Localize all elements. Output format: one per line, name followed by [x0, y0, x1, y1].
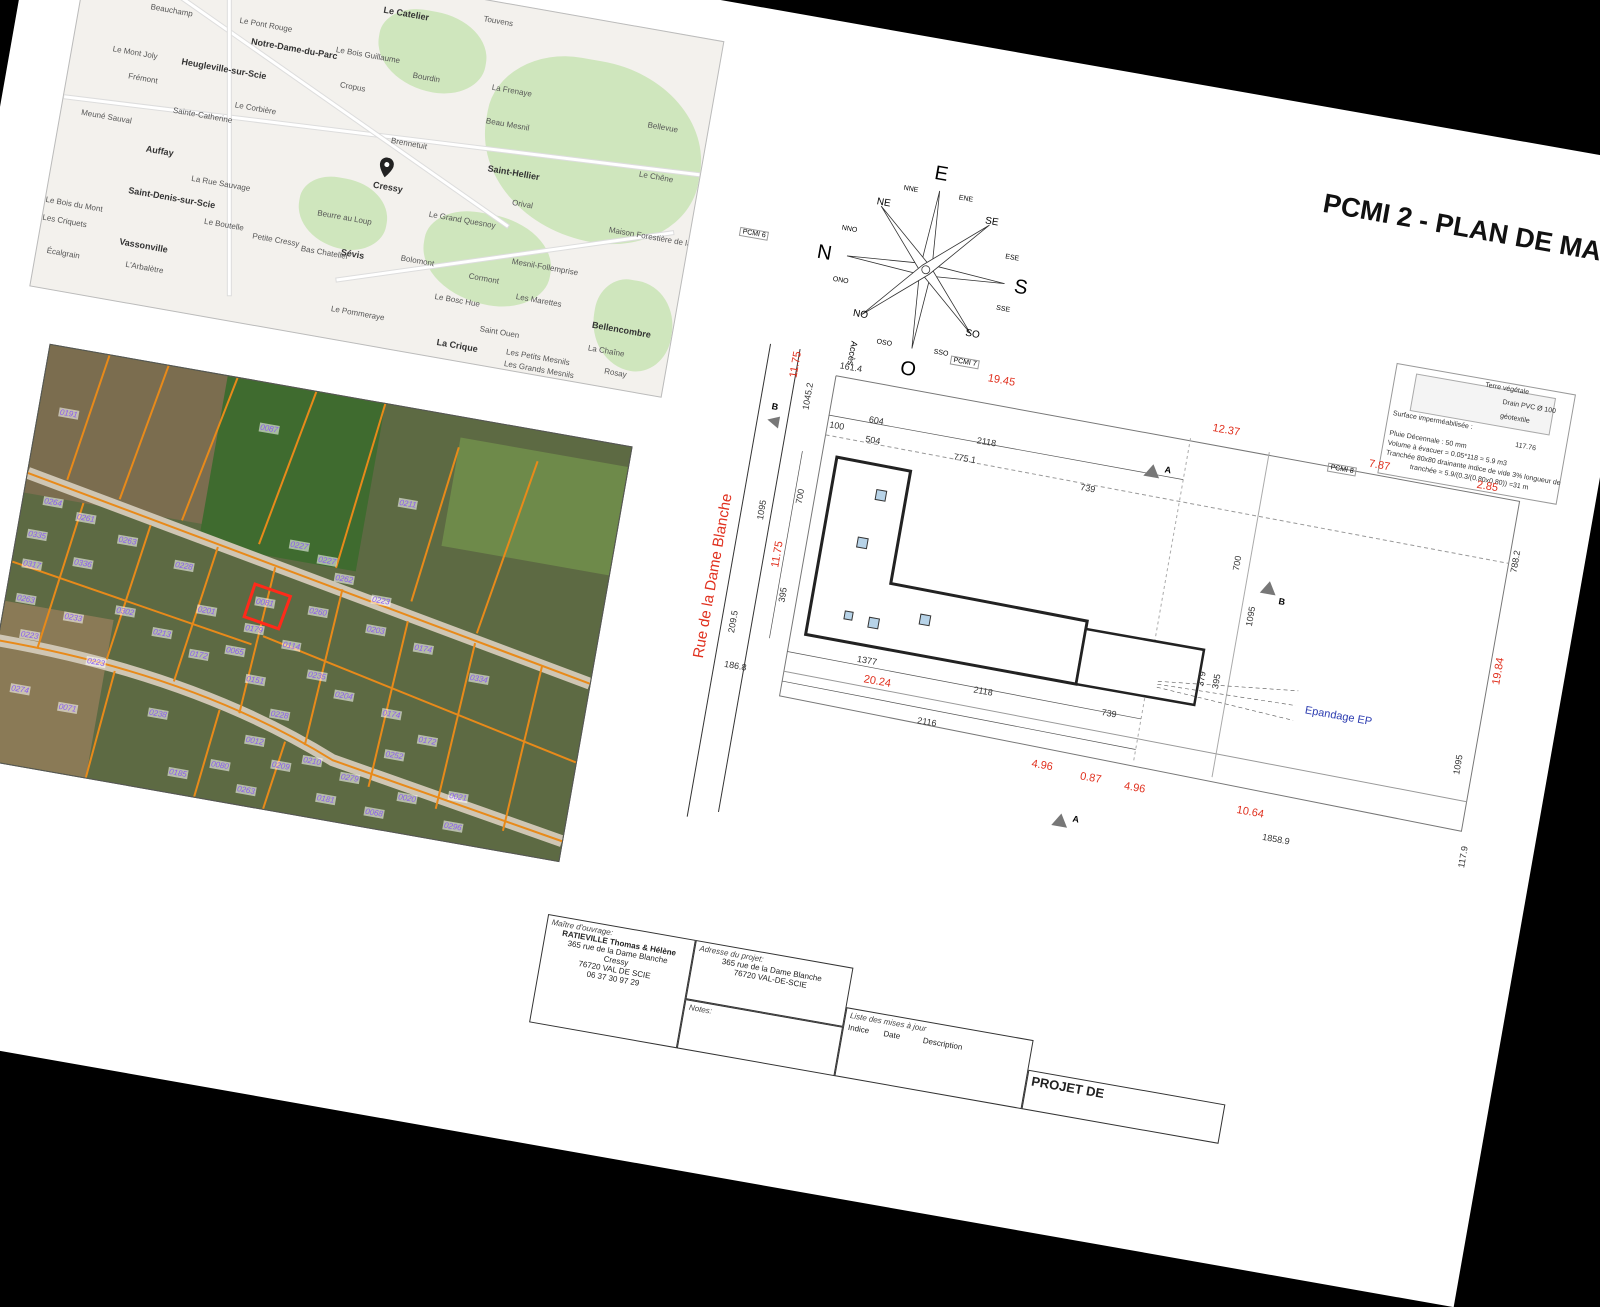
project-title: PROJET DE: [1030, 1073, 1106, 1102]
location-map: Gonneville-sur-Scie Le Mesnil Le Catelie…: [29, 0, 725, 398]
compass-major: S: [1012, 275, 1030, 300]
compass-minor: SE: [984, 215, 1000, 229]
map-place: Frémont: [127, 71, 159, 86]
map-place: Sainte-Catherine: [172, 105, 233, 125]
site-plan: Rue de la Dame Blanche Accès Epandage EP…: [651, 226, 1549, 993]
cadastral-aerial-view: 0191 0087 0211 0264 0261 0227 0263 0335 …: [0, 343, 633, 863]
map-place: Touvens: [482, 14, 514, 29]
map-place: Les Criquets: [41, 212, 88, 230]
compass-minor: NO: [852, 307, 869, 322]
compass-rose: E S O N NE SE SO NO NNE ENE ESE SSE SSO …: [810, 154, 1042, 386]
house-footprint: [803, 455, 1089, 686]
section-mark: B: [1277, 596, 1286, 608]
updates-cell: Liste des mises à jour Indice Date Descr…: [834, 1007, 1034, 1110]
compass-minor: SO: [964, 327, 981, 342]
map-place: Saint-Denis-sur-Scie: [127, 185, 217, 211]
map-place: Cropus: [339, 80, 367, 94]
map-place: Saint Ouen: [478, 324, 520, 341]
compass-minor: NE: [875, 196, 892, 210]
map-place: Le Corbière: [234, 100, 277, 117]
map-place: Le Bois du Mont: [44, 194, 104, 214]
sheet-title: PCMI 2 - PLAN DE MASS: [1320, 188, 1600, 273]
section-mark: B: [770, 401, 780, 413]
map-place: Petite Cressy: [251, 231, 301, 249]
map-place: Le Boutelle: [203, 216, 245, 233]
column-header: Indice: [847, 1022, 870, 1036]
section-mark: A: [1071, 813, 1080, 825]
map-place: Auffay: [145, 143, 175, 159]
map-place: Le Pont Rouge: [238, 15, 294, 35]
map-place: Le Pommeraye: [330, 304, 386, 323]
location-pin-icon: [377, 156, 395, 183]
owner-cell: Maître d'ouvrage: RATIEVILLE Thomas & Hé…: [529, 913, 696, 1049]
section-mark: A: [1163, 464, 1173, 476]
map-place: L'Arbalètre: [124, 259, 165, 276]
map-place: Heugleville-sur-Scie: [180, 56, 268, 82]
map-place: Écalgrain: [46, 245, 81, 261]
map-place: Le Mont Joly: [112, 44, 159, 62]
map-place: Vassonville: [118, 236, 169, 255]
garage-footprint: [1074, 627, 1206, 707]
column-header: Date: [882, 1029, 901, 1041]
map-place: Meuné Sauval: [80, 107, 133, 126]
map-place: Le Mesnil: [234, 0, 269, 1]
map-place: Beauchamp: [149, 2, 194, 19]
project-title-cell: PROJET DE: [1021, 1069, 1226, 1144]
pcmi-mark: PCMI 6: [738, 226, 770, 241]
compass-star-icon: [846, 190, 1005, 349]
legend-label: 117.76: [1514, 441, 1537, 453]
map-place: La Crique: [435, 337, 479, 355]
map-place: La Rue Sauvage: [190, 173, 251, 194]
